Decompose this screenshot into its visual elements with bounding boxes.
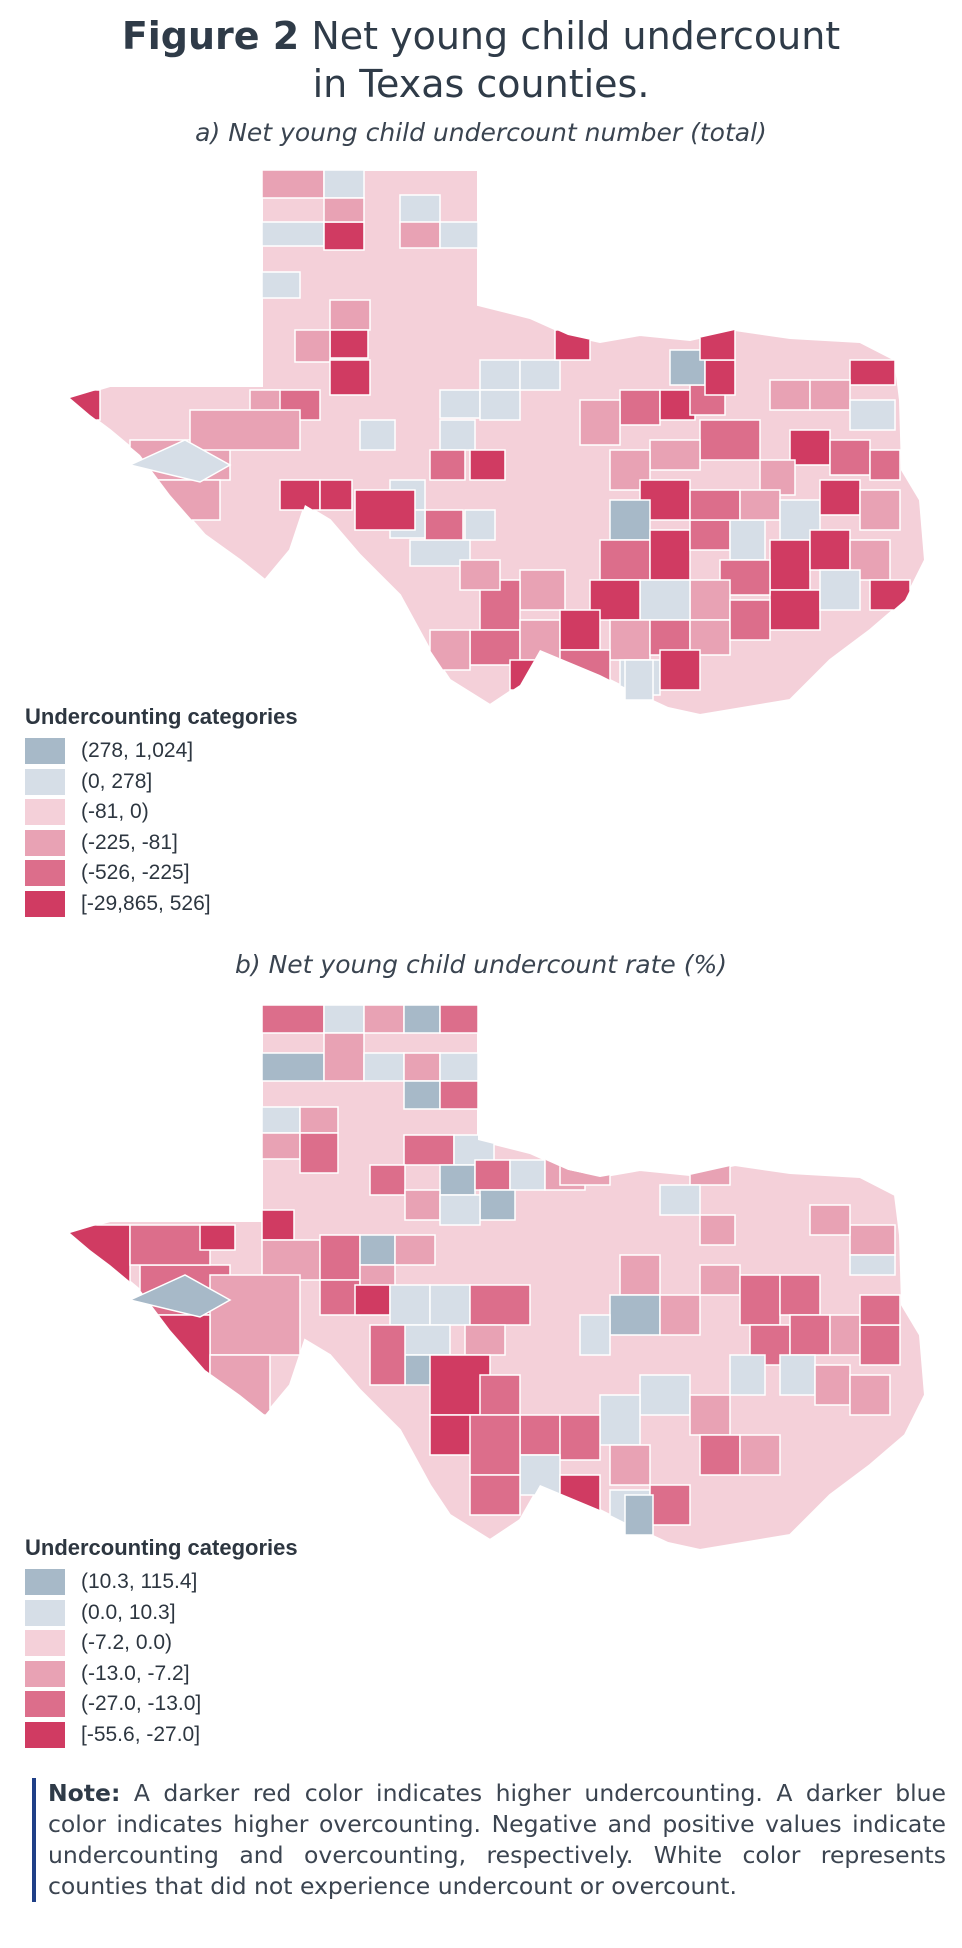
legend-label: (0, 278] — [81, 769, 153, 793]
legend-label: (-13.0, -7.2] — [81, 1661, 190, 1685]
county-grid — [70, 170, 911, 696]
panel-a-subtitle: a) Net young child undercount number (to… — [195, 118, 767, 147]
figure-number: Figure 2 — [121, 14, 300, 58]
county-overcount — [127, 1274, 232, 1318]
legend-title: Undercounting categories — [25, 1535, 298, 1560]
county-overcount — [127, 439, 232, 483]
legend-item: (10.3, 115.4] — [25, 1567, 298, 1598]
legend-label: (-27.0, -13.0] — [81, 1692, 202, 1716]
legend-swatch — [25, 1660, 65, 1687]
legend-label: (278, 1,024] — [81, 739, 194, 763]
legend-swatch — [25, 1630, 65, 1657]
legend-item: (-225, -81] — [25, 828, 298, 859]
legend-item: (0.0, 10.3] — [25, 1598, 298, 1629]
legend-swatch — [25, 890, 65, 917]
legend-swatch — [25, 1599, 65, 1626]
legend-label: (-526, -225] — [81, 861, 190, 885]
legend-label: [-29,865, 526] — [81, 891, 211, 915]
panel-b-subtitle: b) Net young child undercount rate (%) — [235, 950, 727, 979]
legend-swatch — [25, 1691, 65, 1718]
panel-b-map — [67, 1004, 927, 1552]
note-box: Note: A darker red color indicates highe… — [32, 1778, 946, 1902]
note-label: Note: — [48, 1779, 121, 1807]
title-line-2: in Texas counties. — [312, 62, 650, 106]
legend-label: (-7.2, 0.0) — [81, 1631, 173, 1655]
legend-item: (-13.0, -7.2] — [25, 1659, 298, 1690]
legend-item: (278, 1,024] — [25, 736, 298, 767]
legend-label: (0.0, 10.3] — [81, 1600, 176, 1624]
legend-item: (-7.2, 0.0) — [25, 1628, 298, 1659]
panel-a-map — [67, 169, 927, 717]
legend-swatch — [25, 1569, 65, 1596]
legend-item: [-29,865, 526] — [25, 889, 298, 920]
legend-label: [-55.6, -27.0] — [81, 1722, 201, 1746]
legend-swatch — [25, 768, 65, 795]
legend-swatch — [25, 829, 65, 856]
legend-swatch — [25, 799, 65, 826]
panel-a-legend: Undercounting categories (278, 1,024] (0… — [25, 704, 298, 919]
legend-title: Undercounting categories — [25, 704, 298, 729]
county-overcount — [624, 659, 654, 701]
legend-item: [-55.6, -27.0] — [25, 1720, 298, 1751]
legend-label: (10.3, 115.4] — [81, 1570, 198, 1594]
legend-label: (-225, -81] — [81, 830, 178, 854]
county-overcount — [624, 1494, 654, 1536]
title-line-1: Net young child undercount — [311, 14, 841, 58]
legend-swatch — [25, 860, 65, 887]
legend-item: (-526, -225] — [25, 858, 298, 889]
legend-item: (-81, 0) — [25, 797, 298, 828]
legend-item: (0, 278] — [25, 767, 298, 798]
legend-swatch — [25, 1721, 65, 1748]
figure-title: Figure 2 Net young child undercount in T… — [0, 12, 962, 108]
legend-item: (-27.0, -13.0] — [25, 1689, 298, 1720]
panel-b-legend: Undercounting categories (10.3, 115.4] (… — [25, 1535, 298, 1750]
legend-label: (-81, 0) — [81, 800, 149, 824]
legend-swatch — [25, 738, 65, 765]
note-text: A darker red color indicates higher unde… — [48, 1779, 946, 1900]
